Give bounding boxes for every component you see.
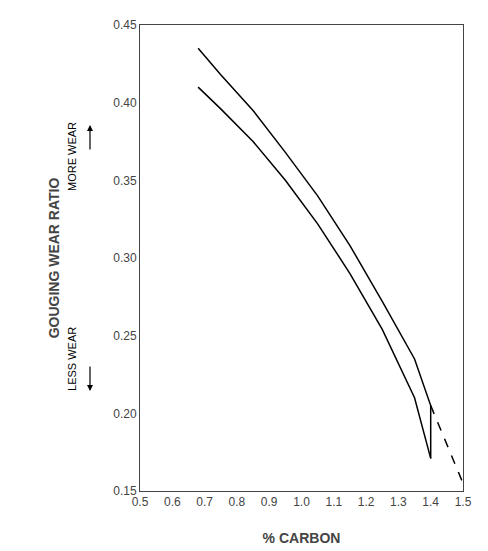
svg-text:0.20: 0.20 [113,407,137,421]
svg-text:0.9: 0.9 [261,495,278,509]
svg-text:0.35: 0.35 [113,174,137,188]
svg-text:0.45: 0.45 [113,18,137,32]
svg-text:0.8: 0.8 [229,495,246,509]
svg-text:0.30: 0.30 [113,251,137,265]
svg-text:1.5: 1.5 [455,495,472,509]
svg-text:% CARBON: % CARBON [263,530,341,546]
svg-text:1.1: 1.1 [325,495,342,509]
svg-text:0.6: 0.6 [164,495,181,509]
svg-text:GOUGING WEAR RATIO: GOUGING WEAR RATIO [46,178,62,339]
svg-text:0.40: 0.40 [113,96,137,110]
svg-text:1.2: 1.2 [358,495,375,509]
svg-text:1.3: 1.3 [390,495,407,509]
svg-text:0.25: 0.25 [113,329,137,343]
svg-text:0.15: 0.15 [113,484,137,498]
svg-text:1.4: 1.4 [422,495,439,509]
svg-text:0.5: 0.5 [132,495,149,509]
svg-text:1.0: 1.0 [293,495,310,509]
svg-text:MORE WEAR: MORE WEAR [66,122,78,191]
svg-text:LESS WEAR: LESS WEAR [66,327,78,391]
svg-text:0.7: 0.7 [196,495,213,509]
